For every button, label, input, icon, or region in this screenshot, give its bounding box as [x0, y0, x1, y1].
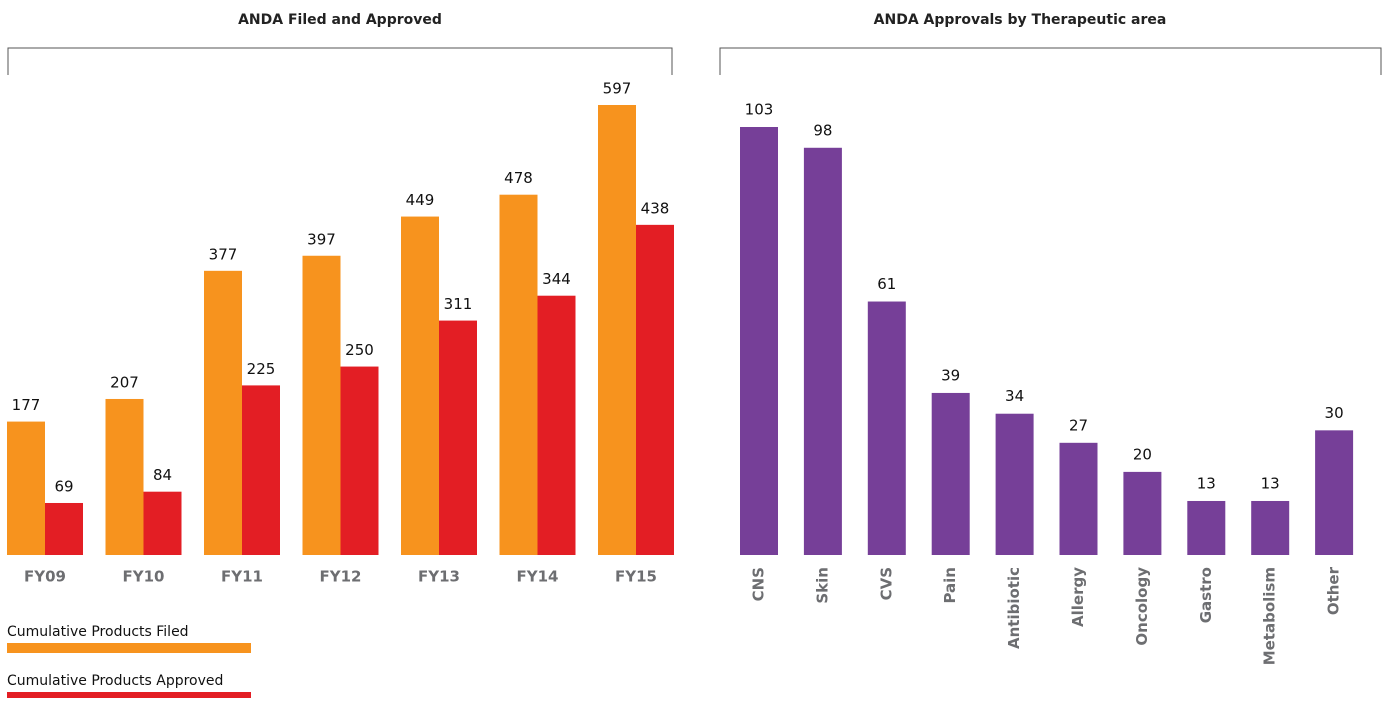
value-label: 39 — [941, 366, 960, 384]
bar — [995, 413, 1034, 555]
value-label: 13 — [1197, 474, 1216, 492]
value-label: 597 — [603, 80, 632, 98]
x-tick-label: CNS — [750, 567, 768, 601]
value-label: 27 — [1069, 416, 1088, 434]
value-label: 207 — [110, 373, 139, 391]
bar — [1123, 471, 1162, 555]
value-label: 377 — [209, 245, 238, 263]
x-tick-label: FY10 — [123, 568, 165, 586]
bar — [302, 255, 341, 555]
x-tick-label: FY15 — [615, 568, 657, 586]
value-label: 478 — [504, 169, 533, 187]
value-label: 311 — [444, 295, 473, 313]
value-label: 69 — [54, 477, 73, 495]
x-tick-label: FY09 — [24, 568, 66, 586]
value-label: 20 — [1133, 445, 1152, 463]
bar — [867, 301, 906, 555]
x-tick-label: Other — [1325, 566, 1343, 615]
bar — [45, 502, 83, 555]
bar — [242, 385, 280, 555]
x-tick-label: Allergy — [1069, 567, 1087, 627]
bar — [537, 295, 576, 555]
value-label: 344 — [542, 270, 571, 288]
bar — [7, 421, 45, 555]
x-tick-label: Metabolism — [1261, 567, 1279, 665]
bar — [204, 270, 242, 555]
value-label: 13 — [1261, 474, 1280, 492]
value-label: 103 — [745, 101, 774, 119]
value-label: 225 — [247, 360, 276, 378]
x-tick-label: CVS — [877, 567, 895, 600]
bar — [1059, 442, 1098, 555]
x-tick-label: Gastro — [1197, 567, 1215, 623]
chart-title: ANDA Filed and Approved — [238, 12, 442, 28]
bracket — [7, 47, 673, 75]
x-tick-label: Oncology — [1133, 567, 1151, 646]
bar — [598, 105, 636, 555]
value-label: 34 — [1005, 387, 1024, 405]
legend-label: Cumulative Products Filed — [7, 624, 189, 640]
bar — [636, 224, 674, 555]
value-label: 177 — [12, 396, 41, 414]
bracket — [719, 47, 1382, 75]
chart-title: ANDA Approvals by Therapeutic area — [874, 12, 1167, 28]
x-tick-label: FY11 — [221, 568, 263, 586]
value-label: 61 — [877, 275, 896, 293]
value-label: 98 — [813, 121, 832, 139]
bar — [1315, 430, 1354, 555]
legend-label: Cumulative Products Approved — [7, 673, 223, 689]
x-tick-label: Skin — [813, 567, 831, 604]
bar — [105, 398, 144, 555]
value-label: 449 — [406, 191, 435, 209]
x-tick-label: FY13 — [418, 568, 460, 586]
bar — [803, 147, 842, 555]
legend-swatch — [7, 692, 251, 702]
bar — [931, 392, 970, 555]
value-label: 397 — [307, 230, 336, 248]
x-tick-label: FY14 — [517, 568, 559, 586]
bar — [1251, 500, 1290, 555]
x-tick-label: Pain — [941, 567, 959, 604]
x-tick-label: FY12 — [320, 568, 362, 586]
legend-swatch — [7, 643, 251, 653]
bar — [1187, 500, 1226, 555]
bar — [439, 320, 477, 555]
bar — [143, 491, 182, 555]
bar — [340, 366, 379, 555]
x-tick-label: Antibiotic — [1005, 567, 1023, 649]
value-label: 250 — [345, 341, 374, 359]
value-label: 30 — [1325, 404, 1344, 422]
bar — [499, 194, 538, 555]
value-label: 84 — [153, 466, 172, 484]
bar — [401, 216, 439, 555]
bar — [740, 127, 778, 555]
value-label: 438 — [641, 199, 670, 217]
